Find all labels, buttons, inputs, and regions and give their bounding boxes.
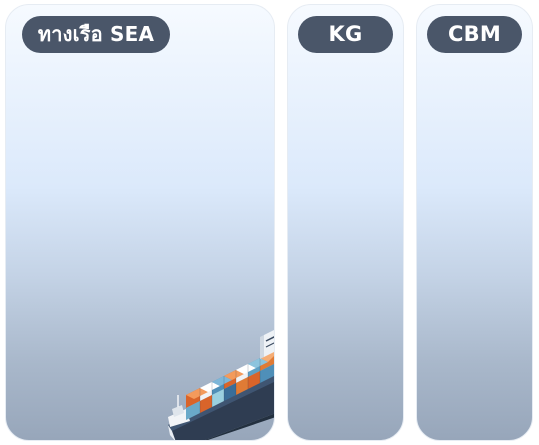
cbm-column-panel: CBM [416, 4, 533, 441]
container-ship-icon [168, 330, 274, 440]
sea-column-header: ทางเรือ SEA [22, 16, 170, 53]
kg-column-header: KG [298, 16, 393, 53]
sea-column-panel: ทางเรือ SEA [5, 4, 275, 441]
kg-column-panel: KG [287, 4, 404, 441]
cbm-column-header: CBM [427, 16, 522, 53]
